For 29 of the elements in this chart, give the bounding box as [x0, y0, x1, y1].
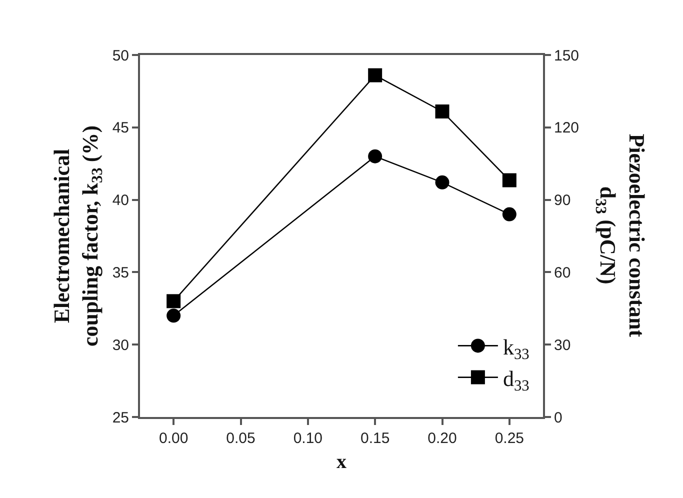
y-tick-label: 45 — [112, 120, 129, 137]
y-tick-label: 50 — [112, 47, 129, 64]
x-tick-label: 0.25 — [494, 430, 524, 447]
y2-tick-label: 120 — [554, 120, 580, 137]
y-tick-label: 40 — [112, 192, 129, 210]
point — [166, 308, 181, 323]
y-tick-label: 35 — [112, 264, 129, 282]
y2-tick-label: 60 — [554, 264, 571, 282]
y-tick-label: 30 — [112, 336, 129, 354]
y2-tick-label: 90 — [554, 192, 571, 210]
point — [368, 149, 382, 164]
y2-tick-label: 0 — [554, 409, 562, 426]
x-tick-label: 0.10 — [293, 430, 323, 447]
x-tick-label: 0.05 — [226, 430, 256, 447]
point — [435, 175, 450, 190]
legend-label: d$_{33}$ — [502, 366, 530, 394]
x-tick-label: 0.20 — [428, 430, 457, 447]
point — [502, 173, 516, 188]
point — [502, 207, 516, 222]
x-axis-title: x — [336, 451, 346, 473]
point — [368, 68, 382, 82]
x-tick-label: 0.15 — [360, 430, 390, 447]
y2-tick-label: 30 — [554, 336, 571, 354]
y2-tick-label: 150 — [554, 47, 580, 64]
y-tick-label: 25 — [112, 409, 129, 426]
point — [435, 104, 450, 118]
x-tick-label: 0.00 — [158, 430, 188, 447]
point — [166, 294, 181, 308]
legend-label: k$_{33}$ — [502, 334, 530, 363]
